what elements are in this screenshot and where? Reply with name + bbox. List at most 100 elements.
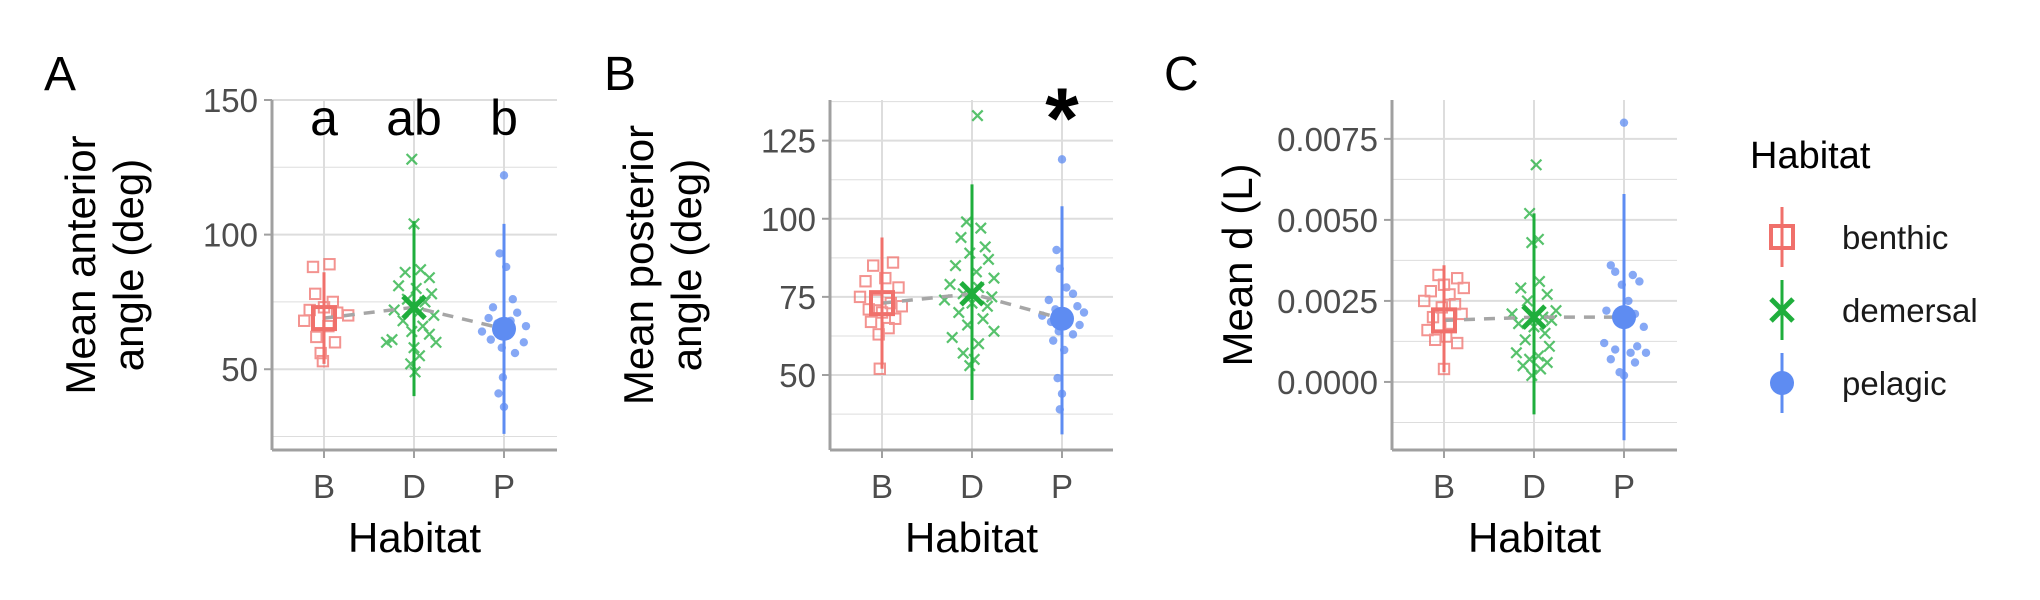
data-point [510, 348, 520, 358]
data-point [988, 325, 1000, 338]
data-point [952, 306, 965, 319]
data-point [977, 312, 989, 325]
legend-item-demersal: demersal [1769, 280, 1978, 340]
significance-annotation: * [1045, 71, 1079, 167]
data-point [1626, 348, 1635, 357]
data-point [1418, 294, 1431, 308]
panel-A: 50 100 150 B D P Habitat Mean anterior angle (de… [44, 48, 557, 561]
data-point [895, 300, 908, 313]
data-point [1052, 245, 1061, 255]
data-point [423, 271, 436, 284]
cross-stroke [399, 266, 412, 279]
data-point [519, 338, 528, 347]
data-point [488, 303, 498, 312]
cross-stroke [430, 336, 442, 349]
data-point [988, 272, 1000, 285]
cross-stroke [1539, 327, 1551, 340]
data-point [486, 335, 495, 344]
legend-label: demersal [1842, 292, 1978, 329]
cross-stroke [972, 337, 985, 350]
mean-marker-demersal [401, 294, 427, 321]
data-point [979, 240, 992, 253]
data-point [960, 215, 973, 228]
data-point [1639, 322, 1649, 332]
data-point [1600, 338, 1609, 348]
data-point [955, 231, 967, 244]
y-tick-label: 100 [203, 217, 258, 254]
data-point [499, 171, 509, 180]
cross-stroke [1510, 346, 1523, 359]
cross-stroke [952, 306, 965, 319]
cross-stroke [427, 309, 440, 322]
cross-stroke [974, 222, 987, 235]
data-point [1062, 283, 1071, 292]
data-point [1606, 355, 1616, 364]
x-tick-label: B [871, 468, 893, 505]
data-point [1424, 285, 1437, 298]
cross-stroke [423, 271, 436, 284]
cross-stroke [1521, 294, 1534, 307]
data-point [1073, 302, 1082, 311]
panel-label: B [604, 48, 636, 101]
data-point [399, 266, 412, 279]
x-axis-title: Habitat [1468, 514, 1601, 561]
data-point [1451, 272, 1464, 285]
grid [830, 100, 1113, 450]
cross-stroke [1514, 281, 1527, 294]
legend-item-benthic: benthic [1769, 207, 1948, 267]
data-point [1633, 342, 1642, 351]
cross-stroke [1533, 275, 1546, 288]
y-tick-label: 100 [761, 201, 816, 238]
cross-stroke [1519, 333, 1532, 346]
cross-stroke [955, 231, 967, 244]
cross-stroke [1517, 359, 1529, 372]
x-axis-title: Habitat [348, 514, 481, 561]
legend: Habitat benthic demersal pelagic [1750, 135, 1978, 413]
cross-stroke [960, 215, 973, 228]
data-point [1628, 270, 1638, 280]
data-point [1611, 267, 1620, 276]
panel-B: 50 75 100 125 B D P Habitat Mean posterior angle … [604, 48, 1113, 561]
y-axis-title-line: angle (deg) [663, 159, 710, 371]
data-point [1044, 295, 1054, 305]
data-point [1534, 363, 1547, 375]
data-point [872, 328, 885, 341]
data-point [1530, 158, 1543, 171]
y-tick-label: 0.0000 [1277, 364, 1378, 401]
cross-stroke [1523, 207, 1536, 220]
y-axis-title-line: Mean posterior [615, 125, 662, 405]
data-point [314, 346, 327, 360]
data-point [971, 109, 984, 122]
y-tick-label: 125 [761, 123, 816, 160]
data-point [1457, 281, 1470, 295]
cross-stroke [416, 320, 429, 333]
data-point [1451, 336, 1464, 350]
cross-stroke [1545, 314, 1558, 327]
panel-label: C [1164, 48, 1199, 101]
data-point [1635, 277, 1644, 286]
cross-stroke [985, 290, 998, 303]
data-point [879, 271, 892, 285]
data-point [853, 290, 867, 304]
y-tick-label: 0.0025 [1277, 283, 1378, 320]
cross-stroke [1550, 304, 1562, 317]
cross-stroke [401, 294, 427, 321]
data-point [972, 337, 985, 350]
y-axis-title-line: Mean anterior [57, 135, 104, 394]
mean-marker-pelagic [1612, 305, 1636, 330]
data-point [1517, 359, 1529, 372]
significance-annotation: b [490, 90, 518, 146]
data-point [864, 315, 878, 329]
y-tick-label: 0.0050 [1277, 202, 1378, 239]
y-axis-title-line: Mean d (L) [1214, 163, 1261, 366]
data-point [405, 153, 418, 166]
cross-stroke [1530, 158, 1543, 171]
series-benthic-points [298, 258, 355, 368]
legend-items: benthic demersal pelagic [1769, 207, 1978, 413]
data-point [1543, 340, 1556, 353]
data-point [957, 347, 970, 360]
cross-stroke [392, 279, 405, 292]
data-point [982, 253, 995, 266]
cross-stroke [988, 325, 1000, 338]
data-point [892, 281, 905, 294]
